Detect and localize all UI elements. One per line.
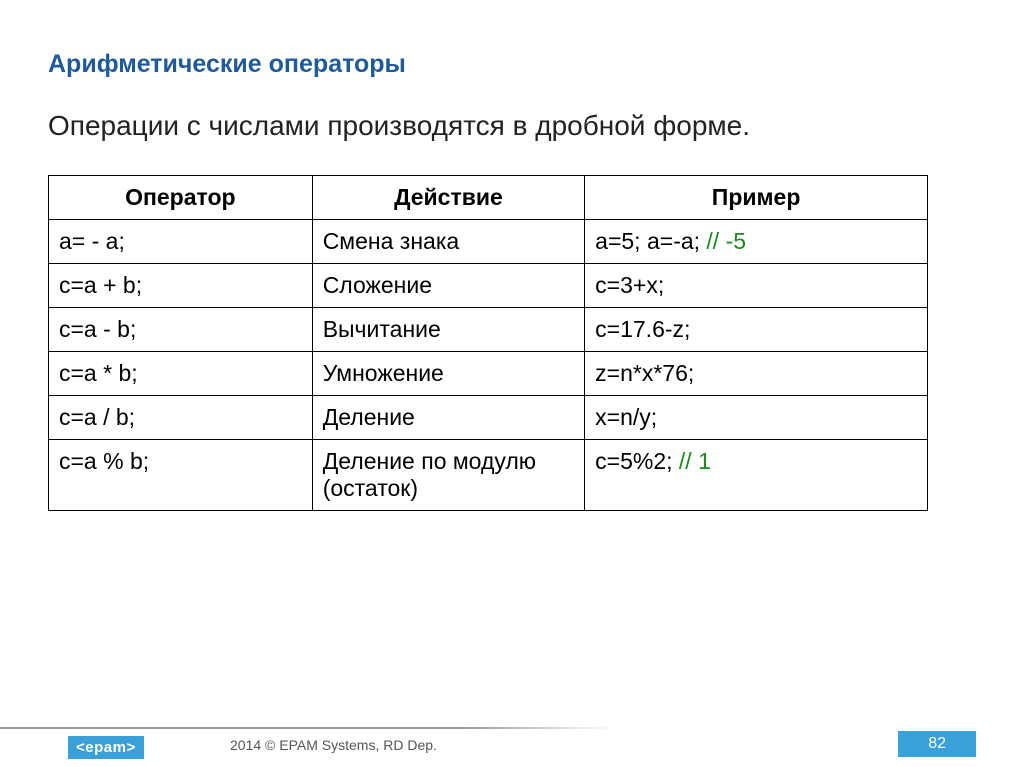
cell-example: z=n*x*76; [585,352,928,396]
cell-action: Смена знака [312,220,584,264]
col-operator: Оператор [49,176,313,220]
example-text: a=5; a=-a; [595,228,706,254]
example-comment: // 1 [679,448,711,474]
cell-example: c=5%2; // 1 [585,440,928,511]
slide: Арифметические операторы Операции с числ… [0,0,1024,767]
cell-action: Деление по модулю (остаток) [312,440,584,511]
example-comment: // -5 [706,228,746,254]
cell-action: Умножение [312,352,584,396]
cell-action: Вычитание [312,308,584,352]
table-row: c=a % b; Деление по модулю (остаток) c=5… [49,440,928,511]
cell-op: c=a % b; [49,440,313,511]
operators-table-wrap: Оператор Действие Пример a= - a; Смена з… [48,175,928,511]
slide-title: Арифметические операторы [48,50,406,79]
cell-op: c=a / b; [49,396,313,440]
col-example: Пример [585,176,928,220]
example-text: c=5%2; [595,448,679,474]
cell-op: c=a + b; [49,264,313,308]
cell-example: x=n/y; [585,396,928,440]
slide-subtitle: Операции с числами производятся в дробно… [48,110,750,142]
cell-op: c=a - b; [49,308,313,352]
cell-example: c=3+x; [585,264,928,308]
cell-action: Сложение [312,264,584,308]
col-action: Действие [312,176,584,220]
table-row: a= - a; Смена знака a=5; a=-a; // -5 [49,220,928,264]
footer-divider [0,727,1024,729]
epam-logo: <epam> [68,736,144,759]
cell-example: a=5; a=-a; // -5 [585,220,928,264]
cell-op: a= - a; [49,220,313,264]
page-number: 82 [898,731,976,757]
table-row: c=a + b; Сложение c=3+x; [49,264,928,308]
cell-example: c=17.6-z; [585,308,928,352]
example-text: x=n/y; [595,404,657,430]
example-text: z=n*x*76; [595,360,694,386]
operators-table: Оператор Действие Пример a= - a; Смена з… [48,175,928,511]
example-text: c=3+x; [595,272,664,298]
cell-action: Деление [312,396,584,440]
example-text: c=17.6-z; [595,316,690,342]
cell-op: c=a * b; [49,352,313,396]
table-header-row: Оператор Действие Пример [49,176,928,220]
table-row: c=a - b; Вычитание c=17.6-z; [49,308,928,352]
footer: <epam> 2014 © EPAM Systems, RD Dep. 82 [0,727,1024,767]
footer-copyright: 2014 © EPAM Systems, RD Dep. [230,737,437,753]
table-row: c=a * b; Умножение z=n*x*76; [49,352,928,396]
table-row: c=a / b; Деление x=n/y; [49,396,928,440]
